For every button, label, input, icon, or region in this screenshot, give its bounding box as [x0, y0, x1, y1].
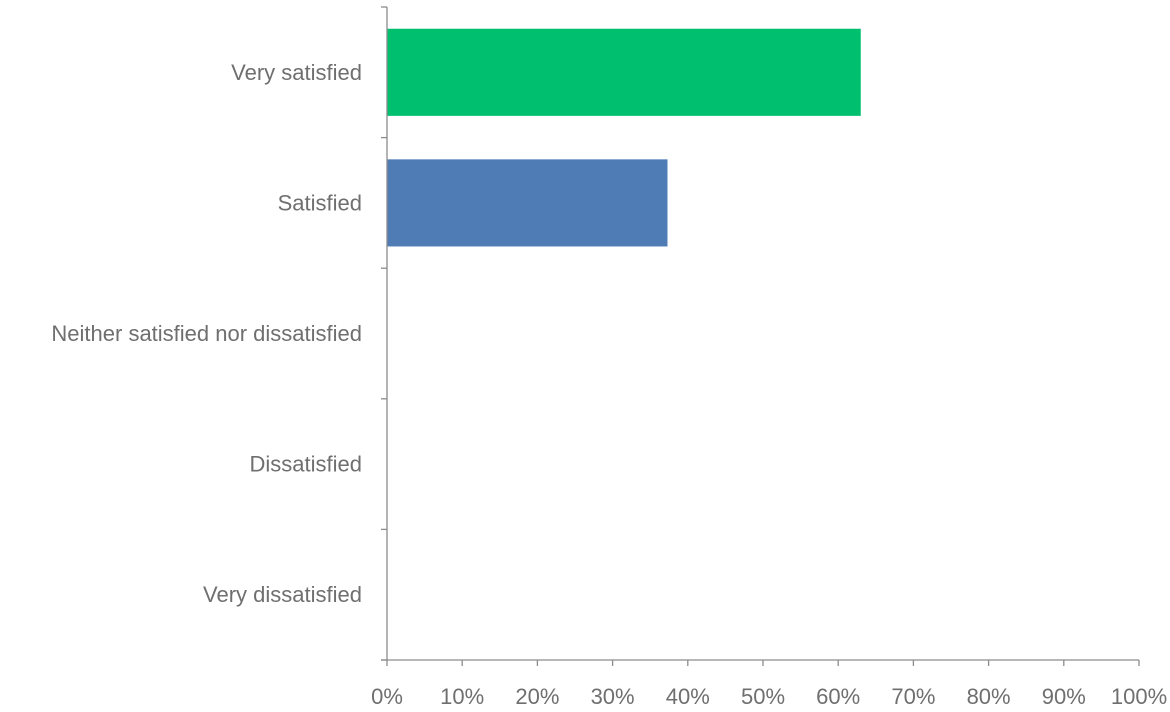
bar-very-satisfied	[387, 28, 861, 116]
x-tick-label: 30%	[591, 684, 635, 709]
category-label-satisfied: Satisfied	[278, 190, 362, 215]
category-label-dissatisfied: Dissatisfied	[250, 452, 362, 477]
x-tick-label: 70%	[891, 684, 935, 709]
category-label-neither-satisfied-nor-dissatisfied: Neither satisfied nor dissatisfied	[51, 321, 362, 346]
axes-layer	[381, 6, 1140, 666]
x-tick-label: 10%	[440, 684, 484, 709]
category-label-very-satisfied: Very satisfied	[231, 60, 362, 85]
x-tick-label: 100%	[1111, 684, 1167, 709]
category-label-very-dissatisfied: Very dissatisfied	[203, 582, 362, 607]
x-tick-label: 80%	[967, 684, 1011, 709]
x-tick-label: 40%	[666, 684, 710, 709]
bar-satisfied	[387, 159, 668, 247]
labels-layer: Very satisfied Satisfied Neither satisfied…	[51, 60, 1167, 709]
x-tick-label: 90%	[1042, 684, 1086, 709]
bars-layer	[387, 28, 861, 247]
x-tick-label: 0%	[371, 684, 403, 709]
x-tick-label: 50%	[741, 684, 785, 709]
x-tick-label: 60%	[816, 684, 860, 709]
x-tick-label: 20%	[515, 684, 559, 709]
